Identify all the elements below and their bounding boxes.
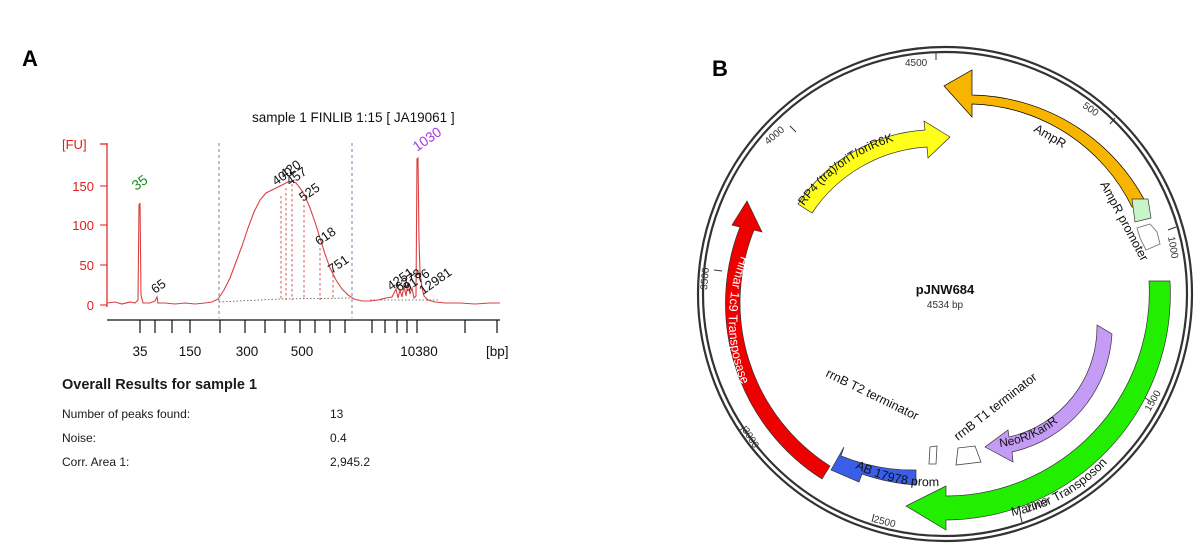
y-tick-label: 50 (80, 258, 94, 273)
result-value: 13 (330, 407, 344, 421)
feature-ampr-promoter-box[interactable] (1131, 198, 1152, 223)
tick-label-500: 500 (1080, 100, 1100, 119)
plasmid-backbone-inner (701, 50, 1189, 538)
results-title: Overall Results for sample 1 (62, 377, 258, 393)
electropherogram: sample 1 FINLIB 1:15 [ JA19061 ] [FU] 15… (62, 110, 509, 359)
result-label: Noise: (62, 431, 97, 445)
tick-label-1000: 1000 (1165, 236, 1180, 260)
feature-himar-arrow[interactable] (725, 200, 831, 480)
y-tick-label: 0 (87, 298, 94, 313)
x-tick-label: 10380 (400, 344, 438, 359)
result-value: 2,945.2 (330, 455, 371, 469)
feature-ampr-arrow[interactable] (943, 69, 1149, 208)
feature-rp4-arrow[interactable] (797, 120, 951, 214)
plasmid-backbone-outer (696, 45, 1194, 543)
result-label: Corr. Area 1: (62, 455, 130, 469)
feature-neor-arrow[interactable] (984, 324, 1113, 463)
tick-label-4000: 4000 (763, 124, 787, 147)
feature-rrnb-t1-box[interactable] (955, 445, 982, 466)
panel-a-label: A (22, 46, 38, 71)
tick-label-4500: 4500 (905, 58, 928, 69)
y-tick-label: 150 (72, 179, 94, 194)
panel-b-label: B (712, 56, 728, 81)
y-tick-label: 100 (72, 218, 94, 233)
peak-label-65: 65 (148, 276, 168, 297)
feature-mariner-arrow[interactable] (905, 280, 1171, 531)
x-tick-label: 150 (179, 344, 202, 359)
y-unit: [FU] (62, 137, 87, 152)
feature-rrnb-t2-box[interactable] (928, 445, 938, 465)
feature-ab-promoter-label: AB 17978 promoter (0, 0, 939, 489)
tick-label-3500: 3500 (699, 267, 712, 291)
sample-title: sample 1 FINLIB 1:15 [ JA19061 ] (252, 110, 455, 125)
x-tick-label: 500 (291, 344, 314, 359)
feature-ab-promoter-arrow[interactable] (830, 446, 917, 486)
feature-ampr-promoter-outline[interactable] (1136, 223, 1161, 251)
x-axis-ticks (139, 320, 498, 333)
tick-label-2500: 2500 (872, 514, 897, 530)
baseline (218, 297, 353, 303)
x-unit: [bp] (486, 344, 509, 359)
plasmid-size: 4534 bp (927, 300, 964, 311)
result-value: 0.4 (330, 431, 347, 445)
result-label: Number of peaks found: (62, 407, 191, 421)
electropherogram-trace (106, 156, 500, 305)
feature-rrnb-t2-label: rrnB T2 terminator (824, 366, 921, 423)
plasmid-name: pJNW684 (916, 282, 975, 297)
x-tick-label: 300 (236, 344, 259, 359)
x-tick-label: 35 (132, 344, 147, 359)
